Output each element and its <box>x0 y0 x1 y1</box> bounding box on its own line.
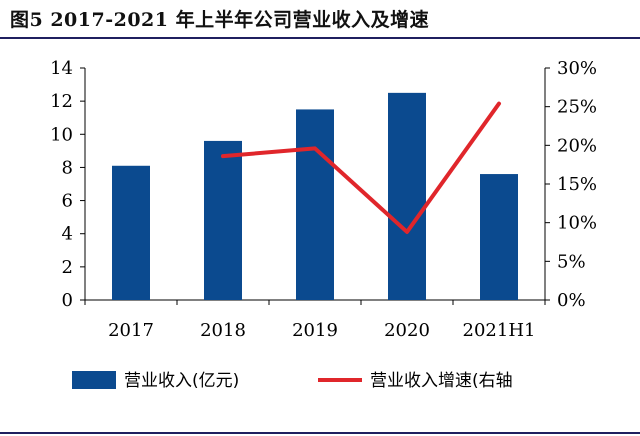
right-tick-label: 15% <box>557 174 597 195</box>
right-tick-label: 25% <box>557 97 597 118</box>
bar-series <box>112 92 518 300</box>
left-tick-label: 12 <box>50 91 73 112</box>
right-tick-label: 20% <box>557 135 597 156</box>
left-tick-label: 4 <box>62 224 73 245</box>
left-tick-label: 14 <box>50 58 73 79</box>
revenue-bar <box>296 109 334 300</box>
right-tick-label: 30% <box>557 58 597 79</box>
growth-line <box>221 101 501 234</box>
x-tick-label: 2021H1 <box>463 320 536 341</box>
figure-bottom-rule <box>0 432 640 434</box>
x-tick-label: 2019 <box>292 320 338 341</box>
revenue-bar <box>204 140 242 300</box>
figure-title: 图5 2017-2021 年上半年公司营业收入及增速 <box>10 9 430 31</box>
x-tick-label: 2017 <box>108 320 154 341</box>
left-tick-label: 2 <box>62 257 73 278</box>
revenue-bar <box>112 165 150 300</box>
legend-bar-swatch <box>72 371 116 389</box>
x-tick-label: 2020 <box>384 320 430 341</box>
left-tick-label: 0 <box>62 290 73 311</box>
revenue-bar <box>480 174 518 300</box>
legend-line-label: 营业收入增速(右轴 <box>370 371 513 391</box>
right-tick-label: 0% <box>557 290 586 311</box>
left-tick-label: 8 <box>62 157 73 178</box>
legend-bar-label: 营业收入(亿元) <box>124 371 239 391</box>
revenue-bar <box>388 92 426 300</box>
right-tick-label: 10% <box>557 213 597 234</box>
x-tick-label: 2018 <box>200 320 246 341</box>
title-underline <box>0 37 640 39</box>
left-tick-label: 10 <box>50 124 73 145</box>
chart-legend: 营业收入(亿元) 营业收入增速(右轴 <box>72 371 513 391</box>
left-tick-label: 6 <box>62 191 73 212</box>
line-series <box>221 101 501 234</box>
chart-axes: 0 2 4 6 8 10 12 14 0% 5% 10% 15% 20% 25% 30% 2017 2018 20… <box>50 58 597 341</box>
right-tick-label: 5% <box>557 251 586 272</box>
